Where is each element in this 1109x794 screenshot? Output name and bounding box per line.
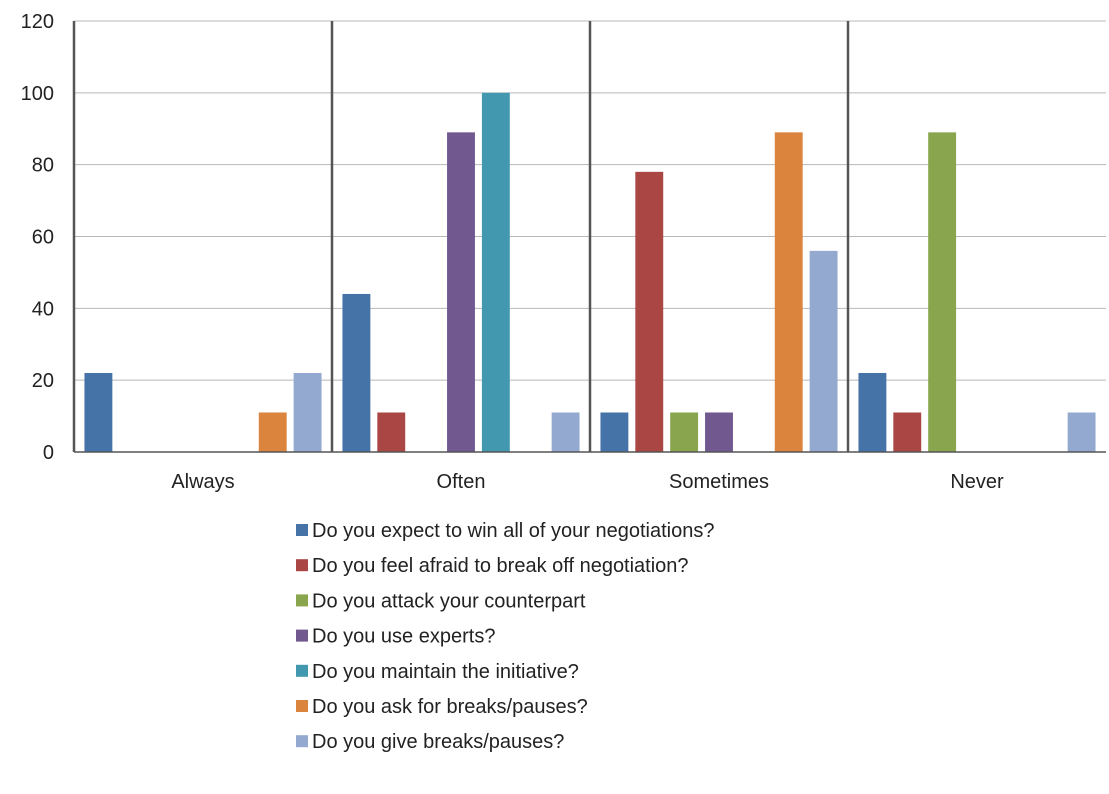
x-tick-label: Always — [171, 471, 234, 493]
bar — [774, 132, 803, 452]
bar — [481, 92, 510, 452]
bar — [447, 132, 475, 452]
y-tick-label: 0 — [43, 442, 54, 464]
bar — [551, 412, 580, 452]
y-tick-label: 40 — [32, 298, 54, 320]
bar — [84, 372, 113, 452]
legend-swatch — [296, 559, 308, 572]
bar — [928, 132, 957, 452]
y-axis-ticks: 0 20 40 60 80 100 120 — [21, 11, 54, 464]
legend-label: Do you give breaks/pauses? — [312, 731, 564, 753]
bar — [1067, 412, 1096, 452]
bar — [635, 171, 664, 452]
legend-label: Do you ask for breaks/pauses? — [312, 696, 588, 718]
legend-label: Do you maintain the initiative? — [312, 661, 579, 683]
legend-label: Do you feel afraid to break off negotiat… — [312, 555, 689, 577]
legend-label: Do you expect to win all of your negotia… — [312, 520, 714, 542]
bar — [600, 412, 629, 452]
x-tick-label: Sometimes — [669, 471, 769, 493]
legend-swatch — [296, 629, 308, 642]
legend-swatch — [296, 594, 308, 607]
x-tick-label: Often — [437, 471, 486, 493]
bar — [258, 412, 287, 452]
x-tick-label: Never — [950, 471, 1004, 493]
bar — [670, 412, 699, 452]
bars-group — [84, 92, 1096, 452]
bar — [293, 372, 322, 452]
legend-swatch — [296, 700, 308, 712]
bar — [342, 293, 371, 452]
bar — [893, 412, 922, 452]
legend: Do you expect to win all of your negotia… — [296, 520, 714, 753]
legend-label: Do you use experts? — [312, 626, 495, 648]
y-tick-label: 80 — [32, 155, 54, 177]
bar — [705, 412, 733, 452]
legend-swatch — [296, 524, 308, 536]
legend-swatch — [296, 664, 308, 677]
y-tick-label: 120 — [21, 11, 54, 33]
bar — [858, 372, 887, 452]
y-tick-label: 100 — [21, 83, 54, 105]
x-axis-labels: Always Often Sometimes Never — [171, 471, 1004, 493]
y-tick-label: 60 — [32, 227, 54, 249]
bar — [377, 412, 406, 452]
bar — [809, 250, 838, 452]
legend-label: Do you attack your counterpart — [312, 590, 586, 612]
legend-swatch — [296, 735, 308, 748]
y-tick-label: 20 — [32, 370, 54, 392]
category-dividers — [72, 21, 1106, 453]
